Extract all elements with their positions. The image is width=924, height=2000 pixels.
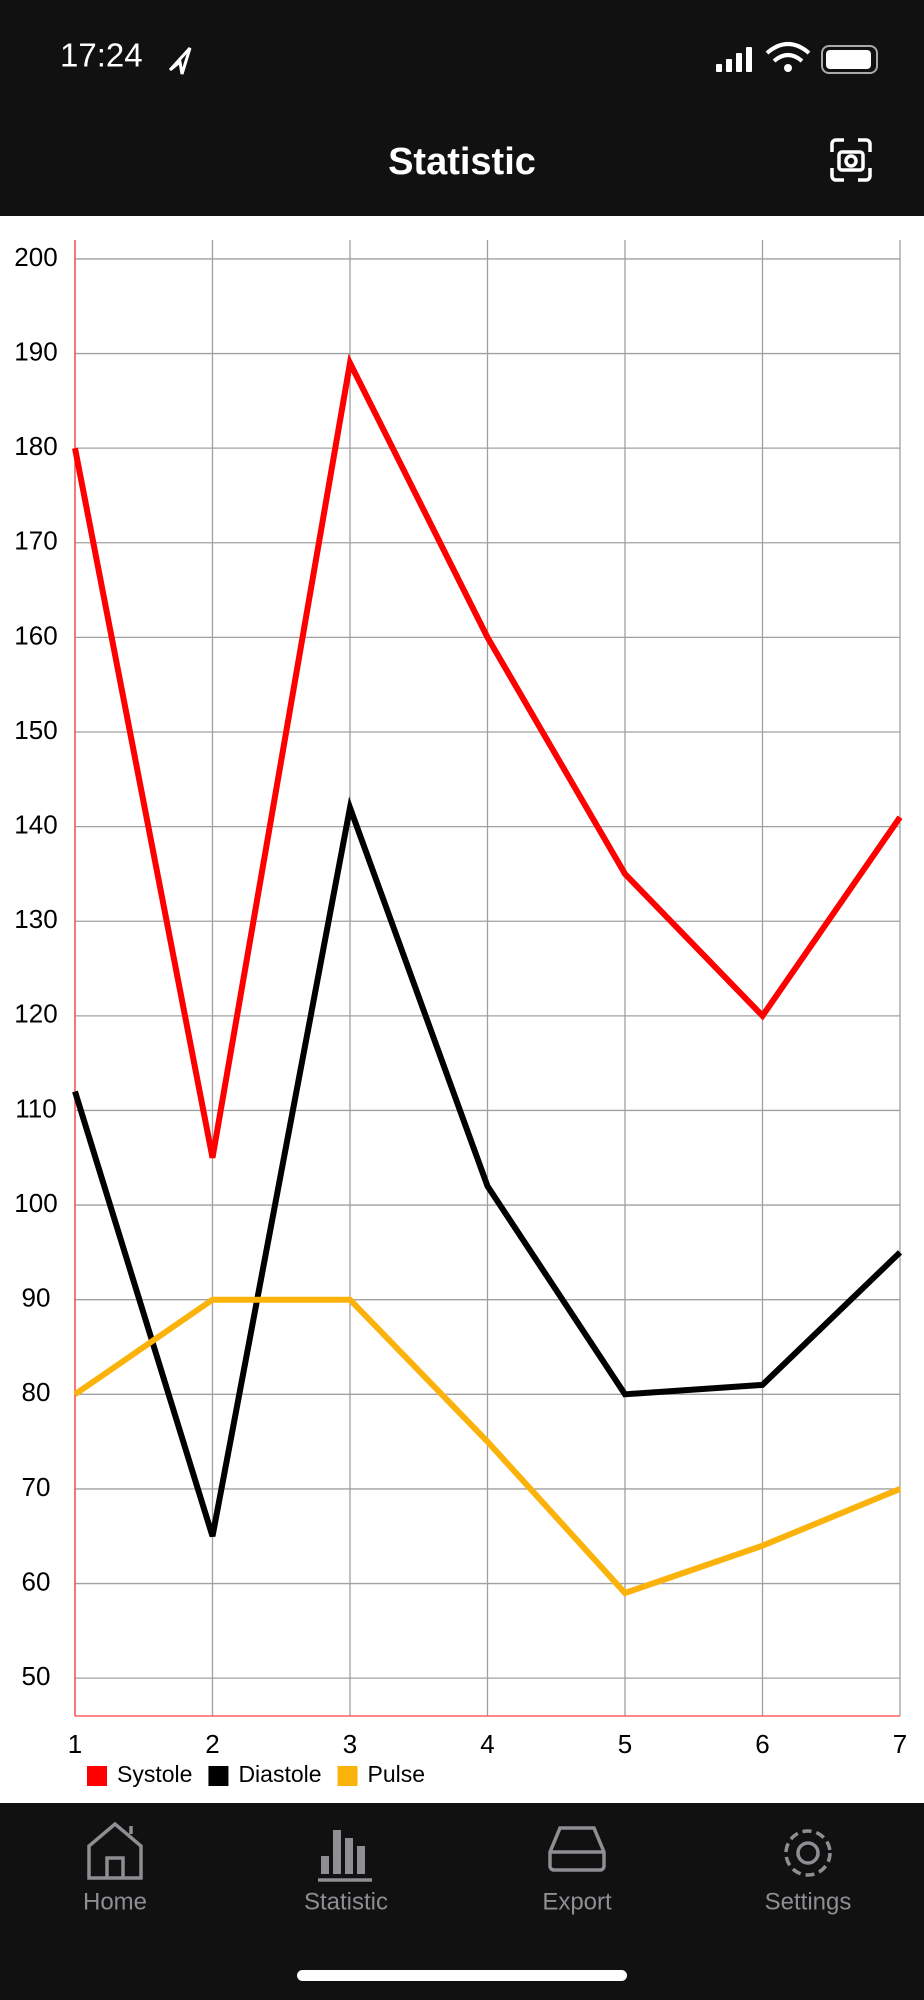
battery-icon [821,45,878,74]
y-tick-label: 100 [14,1188,57,1218]
x-tick-label: 3 [343,1729,357,1759]
y-tick-label: 130 [14,904,57,934]
legend-swatch [87,1766,107,1786]
y-tick-label: 200 [14,242,57,272]
status-time: 17:24 [60,37,143,74]
y-tick-label: 180 [14,431,57,461]
legend-label: Pulse [368,1761,426,1787]
y-tick-label: 60 [22,1566,51,1596]
y-tick-label: 170 [14,526,57,556]
top-bar [0,0,924,216]
tab-bar [0,1803,924,2000]
y-tick-label: 160 [14,620,57,650]
tab-label[interactable]: Settings [765,1888,852,1915]
tab-labels: Home Statistic Export Settings [83,1888,851,1915]
home-indicator [297,1970,627,1981]
y-tick-label: 120 [14,999,57,1029]
y-tick-label: 90 [22,1283,51,1313]
y-tick-label: 190 [14,336,57,366]
battery-level [826,50,871,69]
legend-label: Systole [117,1761,192,1787]
tab-label[interactable]: Statistic [304,1888,388,1915]
header-title: Statistic [388,141,536,183]
y-tick-label: 80 [22,1377,51,1407]
series-line [72,796,903,1538]
x-tick-label: 4 [480,1729,494,1759]
y-tick-label: 140 [14,809,57,839]
legend-label: Diastole [238,1761,321,1787]
tab-label[interactable]: Export [542,1888,612,1915]
location-icon [168,46,192,75]
x-tick-label: 2 [205,1729,219,1759]
chart-area [0,216,924,1803]
x-tick-label: 6 [755,1729,769,1759]
tab-icons [87,1821,832,1882]
series-line [73,1296,902,1597]
camera-button[interactable] [830,138,872,182]
wifi-dot [784,64,792,72]
legend-swatch [337,1766,358,1786]
y-tick-label: 150 [14,715,57,745]
x-tick-label: 5 [618,1729,632,1759]
legend-swatch [208,1766,229,1786]
x-tick-label: 7 [893,1729,907,1759]
x-tick-label: 1 [68,1729,82,1759]
signal-icon [716,47,752,72]
series-line [72,353,903,1159]
tab-label[interactable]: Home [83,1888,147,1915]
chart: 50 60 70 80 90 100 110 120 130 140 150 160 170 180 190… [14,240,907,1787]
y-tick-label: 50 [22,1661,51,1691]
y-tick-label: 70 [22,1472,51,1502]
y-tick-label: 110 [15,1093,56,1123]
wifi-icon [765,42,811,63]
